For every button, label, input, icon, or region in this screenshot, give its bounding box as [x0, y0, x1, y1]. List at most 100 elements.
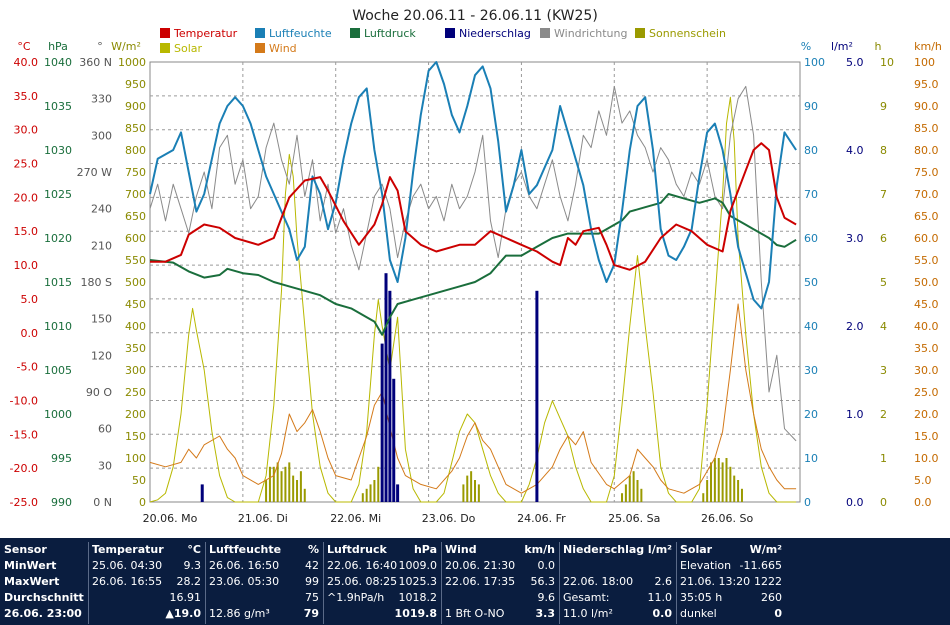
cell-left: Gesamt:: [563, 591, 610, 604]
tick-label-humidity: 30: [804, 364, 818, 377]
bar-sonnenschein: [632, 471, 635, 502]
cell-left: MinWert: [4, 559, 57, 572]
header-label: Wind: [445, 543, 477, 556]
header-label: Luftfeuchte: [209, 543, 282, 556]
bar-sonnenschein: [733, 475, 736, 502]
bar-sonnenschein: [369, 484, 372, 502]
tick-label-wind: 95.0: [914, 78, 939, 91]
table-cell-row: 25.06. 04:30 9.3: [92, 558, 201, 574]
table-header: Solar W/m²: [680, 542, 782, 558]
bar-sonnenschein: [466, 475, 469, 502]
tick-label-direction: 210: [91, 239, 112, 252]
header-unit: hPa: [413, 543, 437, 556]
tick-label-temp: -10.0: [10, 394, 38, 407]
tick-label-humidity: 40: [804, 320, 818, 333]
bar-niederschlag: [200, 484, 204, 502]
bar-niederschlag: [388, 290, 392, 502]
table-col-solar: Solar W/m² Elevation -11.665 21.06. 13:20 122…: [676, 542, 786, 624]
tick-label-direction: 180 S: [81, 276, 112, 289]
tick-label-rain: 1.0: [846, 408, 864, 421]
line-luftdruck: [149, 193, 797, 336]
cell-left: MaxWert: [4, 575, 60, 588]
cell-value: 0.0: [652, 607, 673, 620]
table-cell-row: 1 Bft O-NO 3.3: [445, 606, 555, 622]
bar-sonnenschein: [713, 458, 716, 502]
header-unit: %: [307, 543, 319, 556]
table-cell-row: 26.06. 23:00: [4, 606, 84, 622]
bar-sonnenschein: [740, 488, 743, 502]
x-tick-label: 20.06. Mo: [143, 512, 198, 525]
cell-value: 79: [303, 607, 319, 620]
table-col-press: Luftdruck hPa 22.06. 16:40 1009.0 25.06. 08:…: [323, 542, 442, 624]
cell-left: 22.06. 17:35: [445, 575, 516, 588]
tick-label-solar: 650: [125, 210, 146, 223]
tick-label-pressure: 1040: [44, 56, 72, 69]
bar-sonnenschein: [624, 484, 627, 502]
line-temperatur: [150, 142, 797, 271]
tick-label-temp: 30.0: [14, 124, 39, 137]
bar-sonnenschein: [477, 484, 480, 502]
tick-label-direction: 90 O: [86, 386, 112, 399]
cell-value: ▲19.0: [165, 607, 201, 620]
line-solar: [149, 96, 797, 503]
bar-sonnenschein: [373, 480, 376, 502]
cell-left: 21.06. 13:20: [680, 575, 751, 588]
axis-unit-rain: l/m²: [831, 40, 853, 53]
table-cell-row: 25.06. 08:25 1025.3: [327, 574, 437, 590]
tick-label-temp: 15.0: [14, 225, 39, 238]
bar-sonnenschein: [640, 488, 643, 502]
tick-label-wind: 85.0: [914, 122, 939, 135]
tick-label-temp: 20.0: [14, 191, 39, 204]
x-tick-label: 26.06. So: [701, 512, 753, 525]
tick-label-wind: 35.0: [914, 342, 939, 355]
legend: Temperatur Luftfeuchte Luftdruck Niederschl…: [160, 27, 726, 55]
legend-swatch: [445, 28, 455, 38]
tick-label-solar: 950: [125, 78, 146, 91]
tick-label-sunshine: 0: [880, 496, 887, 509]
x-tick-label: 24.06. Fr: [517, 512, 566, 525]
cell-value: 1222: [754, 575, 782, 588]
tick-label-humidity: 70: [804, 188, 818, 201]
tick-label-wind: 70.0: [914, 188, 939, 201]
cell-value: 2.6: [654, 575, 673, 588]
bar-sonnenschein: [462, 484, 465, 502]
tick-label-solar: 450: [125, 298, 146, 311]
cell-left: 25.06. 04:30: [92, 559, 163, 572]
tick-label-rain: 2.0: [846, 320, 864, 333]
cell-left: 26.06. 23:00: [4, 607, 82, 620]
line-windrichtung: [149, 85, 797, 442]
tick-label-solar: 500: [125, 276, 146, 289]
bar-niederschlag: [380, 343, 384, 502]
cell-left: 12.86 g/m³: [209, 607, 270, 620]
tick-label-wind: 45.0: [914, 298, 939, 311]
legend-label: Solar: [174, 42, 203, 55]
tick-label-sunshine: 10: [880, 56, 894, 69]
axis-unit-solar: W/m²: [111, 40, 141, 53]
table-cell-row: 21.06. 13:20 1222: [680, 574, 782, 590]
table-cell-row: Elevation -11.665: [680, 558, 782, 574]
bar-sonnenschein: [299, 471, 302, 502]
tick-label-wind: 10.0: [914, 452, 939, 465]
tick-label-direction: 330: [91, 93, 112, 106]
bar-sonnenschein: [303, 488, 306, 502]
tick-label-solar: 700: [125, 188, 146, 201]
cell-value: 28.2: [176, 575, 202, 588]
tick-label-temp: 5.0: [21, 293, 39, 306]
tick-label-sunshine: 3: [880, 364, 887, 377]
tick-label-wind: 90.0: [914, 100, 939, 113]
tick-label-pressure: 1015: [44, 276, 72, 289]
cell-value: -11.665: [739, 559, 782, 572]
tick-label-solar: 50: [132, 474, 146, 487]
tick-label-direction: 240: [91, 203, 112, 216]
tick-label-temp: -25.0: [10, 496, 38, 509]
table-cell-row: ▲19.0: [92, 606, 201, 622]
table-col-rain: Niederschlag l/m² 22.06. 18:00 2.6 Gesamt: 11…: [559, 542, 677, 624]
table-header: Luftdruck hPa: [327, 542, 437, 558]
legend-label: Sonnenschein: [649, 27, 726, 40]
bar-sonnenschein: [280, 471, 283, 502]
tick-label-pressure: 1030: [44, 144, 72, 157]
cell-value: 9.6: [537, 591, 556, 604]
tick-label-solar: 150: [125, 430, 146, 443]
table-cell-row: 26.06. 16:55 28.2: [92, 574, 201, 590]
table-col-hum: Luftfeuchte% 26.06. 16:50 42 23.06. 05:30 99…: [205, 542, 324, 624]
